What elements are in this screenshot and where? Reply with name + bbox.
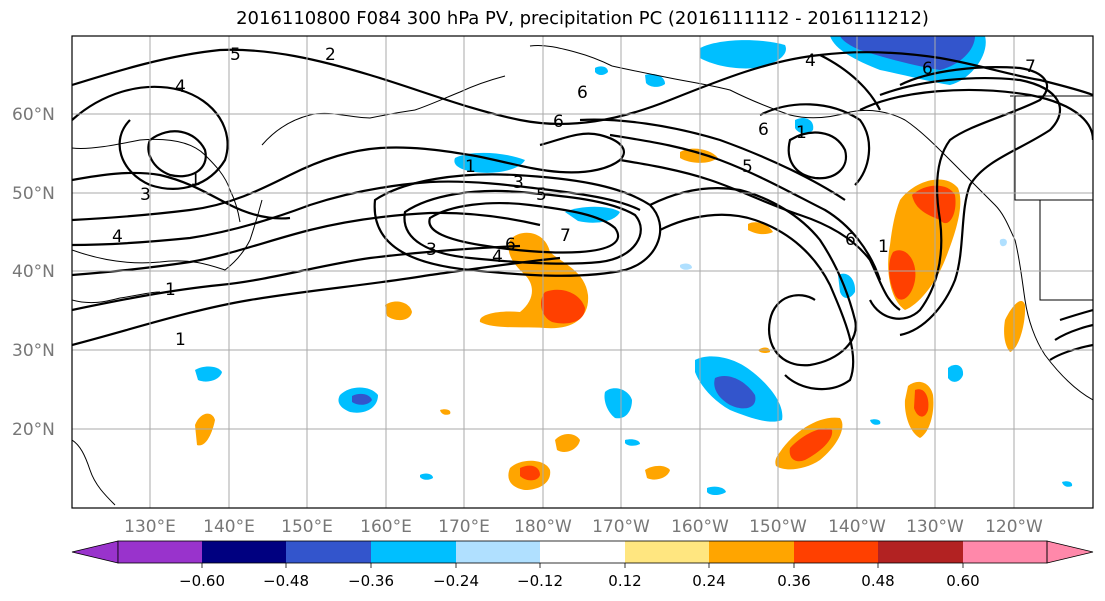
lon-label: 140°W <box>828 517 886 537</box>
contour-label: 1 <box>175 330 186 350</box>
colorbar-tick-label: 0.60 <box>946 572 979 590</box>
contour-label: 3 <box>513 173 524 193</box>
colorbar-tick-label: 0.36 <box>777 572 810 590</box>
positive-precip-areas <box>195 148 1026 490</box>
contour-label: 3 <box>426 240 437 260</box>
contour-label: 6 <box>505 235 516 255</box>
lon-label: 120°W <box>985 517 1043 537</box>
contour-label: 4 <box>112 227 123 247</box>
contour-label: 6 <box>845 230 856 250</box>
precipitation-fills <box>195 36 1073 495</box>
colorbar-tick-label: −0.24 <box>433 572 479 590</box>
colorbar: −0.60 −0.48 −0.36 −0.24 −0.12 0.12 0.24 … <box>71 540 1094 590</box>
contour-label: 1 <box>796 123 807 143</box>
colorbar-tick-label: −0.36 <box>348 572 394 590</box>
contour-label: 1 <box>190 170 201 190</box>
lon-label: 150°E <box>281 517 333 537</box>
contour-label: 3 <box>140 185 151 205</box>
lon-label: 170°E <box>438 517 490 537</box>
contour-label: 1 <box>165 280 176 300</box>
lat-label-60n: 60°N <box>12 105 55 125</box>
lat-label-50n: 50°N <box>12 184 55 204</box>
contour-label: 4 <box>492 247 503 267</box>
contour-label: 6 <box>553 112 564 132</box>
lon-label: 130°E <box>124 517 176 537</box>
colorbar-tick-label: 0.24 <box>692 572 725 590</box>
graticule <box>72 36 1093 508</box>
map-title: 2016110800 F084 300 hPa PV, precipitatio… <box>236 8 929 29</box>
lat-label-20n: 20°N <box>12 420 55 440</box>
map-background <box>72 36 1093 508</box>
contour-label: 2 <box>325 45 336 65</box>
lat-label-30n: 30°N <box>12 341 55 361</box>
lon-label: 130°W <box>906 517 964 537</box>
contour-label: 7 <box>1025 57 1036 77</box>
lat-label-40n: 40°N <box>12 262 55 282</box>
contour-label: 6 <box>758 120 769 140</box>
lon-label: 160°E <box>360 517 412 537</box>
latitude-labels: 60°N 50°N 40°N 30°N 20°N <box>12 105 55 440</box>
contour-label: 5 <box>536 185 547 205</box>
colorbar-tick-label: −0.12 <box>517 572 563 590</box>
contour-labels: 5 2 4 1 3 4 1 1 6 6 1 3 5 7 6 4 3 4 6 1 … <box>112 45 1036 350</box>
contour-label: 5 <box>230 45 241 65</box>
contour-label: 1 <box>465 157 476 177</box>
colorbar-extend-low <box>71 540 119 564</box>
map-frame <box>71 35 1094 509</box>
pv-contours <box>72 48 1093 391</box>
colorbar-tick-label: −0.60 <box>179 572 225 590</box>
lon-label: 180°W <box>514 517 572 537</box>
colorbar-extend-high <box>1046 540 1094 564</box>
contour-label: 4 <box>805 51 816 71</box>
contour-label: 7 <box>560 226 571 246</box>
contour-label: 6 <box>577 83 588 103</box>
contour-label: 1 <box>878 237 889 257</box>
colorbar-tick-label: −0.48 <box>263 572 309 590</box>
colorbar-tick-label: 0.48 <box>861 572 894 590</box>
lon-label: 150°W <box>749 517 807 537</box>
contour-label: 5 <box>742 157 753 177</box>
lon-label: 140°E <box>203 517 255 537</box>
lon-label: 160°W <box>671 517 729 537</box>
contour-label: 6 <box>922 59 933 79</box>
longitude-labels: 130°E 140°E 150°E 160°E 170°E 180°W 170°… <box>124 517 1043 537</box>
contour-label: 4 <box>175 77 186 97</box>
lon-label: 170°W <box>592 517 650 537</box>
colorbar-tick-label: 0.12 <box>608 572 641 590</box>
